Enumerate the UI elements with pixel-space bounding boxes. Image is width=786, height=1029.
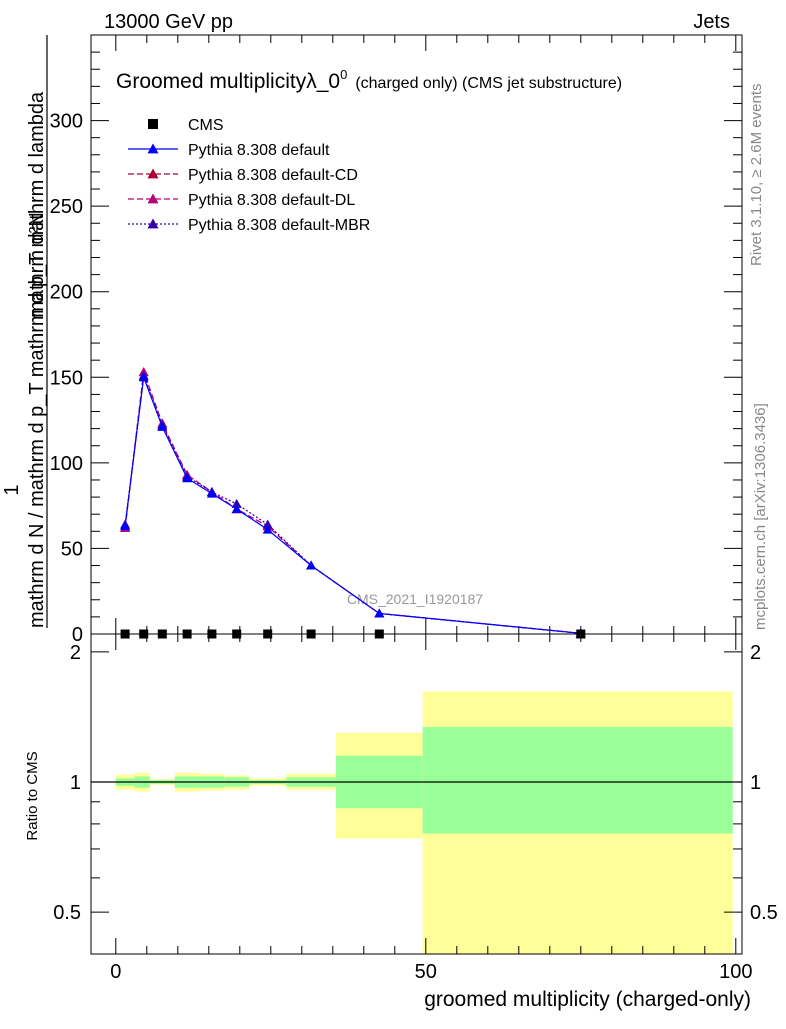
lower-y-tick-label-right: 1 [750, 772, 761, 794]
series-marker [231, 498, 242, 508]
mcplots-label: mcplots.cern.ch [arXiv:1306.3436] [752, 403, 769, 630]
x-tick-label: 50 [415, 961, 437, 983]
upper-y-tick-label: 100 [50, 453, 83, 475]
series-line [124, 375, 581, 634]
legend-marker [147, 143, 159, 154]
ratio-band-green [422, 727, 733, 834]
series-marker [157, 421, 168, 431]
y-label-denominator: mathrm d N / mathrm d p_T mathrm d p_T m… [26, 91, 48, 628]
ratio-bands [115, 691, 733, 954]
lower-y-tick-label: 1 [70, 772, 81, 794]
chart-title-sub: (charged only) (CMS jet substructure) [355, 75, 622, 92]
watermark-label: CMS_2021_I1920187 [347, 591, 483, 607]
legend-marker [147, 218, 159, 229]
header-right-label: Jets [693, 11, 730, 33]
legend-label: Pythia 8.308 default-CD [188, 167, 358, 184]
legend-item: Pythia 8.308 default-MBR [128, 217, 370, 234]
legend-marker [147, 168, 159, 179]
rivet-version-label: Rivet 3.1.10, ≥ 2.6M events [748, 84, 765, 267]
header-left-label: 13000 GeV pp [104, 11, 233, 33]
lower-y-tick-labels: 0.5 0.5 1 1 2 2 [53, 642, 778, 924]
upper-y-tick-labels: 0 50 100 150 200 250 300 [50, 111, 83, 646]
lower-axis-ticks [91, 634, 742, 954]
upper-y-tick-label: 50 [61, 538, 83, 560]
chart-title: Groomed multiplicityλ_00 (charged only) (… [116, 67, 622, 93]
legend: CMS Pythia 8.308 default Pythia 8.308 defa… [128, 117, 370, 234]
series-marker [262, 519, 273, 529]
series-marker [231, 504, 242, 514]
x-tick-label: 0 [110, 961, 121, 983]
upper-axis-ticks [91, 34, 742, 635]
upper-y-tick-label: 250 [50, 196, 83, 218]
legend-item: Pythia 8.308 default-CD [128, 167, 358, 184]
series-line [124, 377, 581, 634]
lower-y-tick-label: 2 [70, 642, 81, 664]
series-marker [138, 372, 149, 382]
upper-y-tick-label: 200 [50, 282, 83, 304]
legend-label: Pythia 8.308 default-DL [188, 192, 355, 209]
upper-panel: 0 50 100 150 200 250 300 CMS_2021_I1920187 Gro… [1, 34, 743, 646]
series-marker [206, 488, 217, 498]
legend-item: Pythia 8.308 default [128, 142, 330, 159]
upper-y-tick-label: 150 [50, 367, 83, 389]
series-marker [120, 521, 131, 531]
ratio-y-label: Ratio to CMS [24, 751, 41, 840]
legend-item: CMS [148, 117, 224, 134]
legend-label: Pythia 8.308 default [188, 142, 330, 159]
series-marker [182, 473, 193, 483]
x-tick-label: 100 [719, 961, 752, 983]
legend-label: Pythia 8.308 default-MBR [188, 217, 370, 234]
chart-title-main: Groomed multiplicityλ_0 [116, 70, 340, 93]
lower-y-tick-label-right: 2 [750, 642, 761, 664]
upper-y-tick-label: 300 [50, 111, 83, 133]
series-marker [262, 524, 273, 534]
legend-item: Pythia 8.308 default-DL [128, 192, 355, 209]
chart-title-sup: 0 [340, 67, 347, 82]
upper-y-tick-label: 0 [72, 624, 83, 646]
series-marker [306, 560, 317, 570]
legend-marker [147, 193, 159, 204]
lower-plot-frame [90, 633, 743, 955]
x-axis-label: groomed multiplicity (charged-only) [424, 988, 751, 1011]
y-label-one: 1 [1, 484, 23, 495]
legend-label: CMS [188, 117, 224, 134]
lower-x-tick-labels: 0 50 100 [110, 961, 752, 983]
series-marker [374, 608, 385, 618]
y-label-numerator: mathrm d²N [26, 212, 48, 318]
lower-panel: 0.5 0.5 1 1 2 2 0 50 100 Ratio to CMS groomed m… [24, 633, 778, 1011]
lower-y-tick-label-right: 0.5 [750, 902, 778, 924]
lower-y-tick-label: 0.5 [53, 902, 81, 924]
legend-marker [148, 119, 158, 129]
